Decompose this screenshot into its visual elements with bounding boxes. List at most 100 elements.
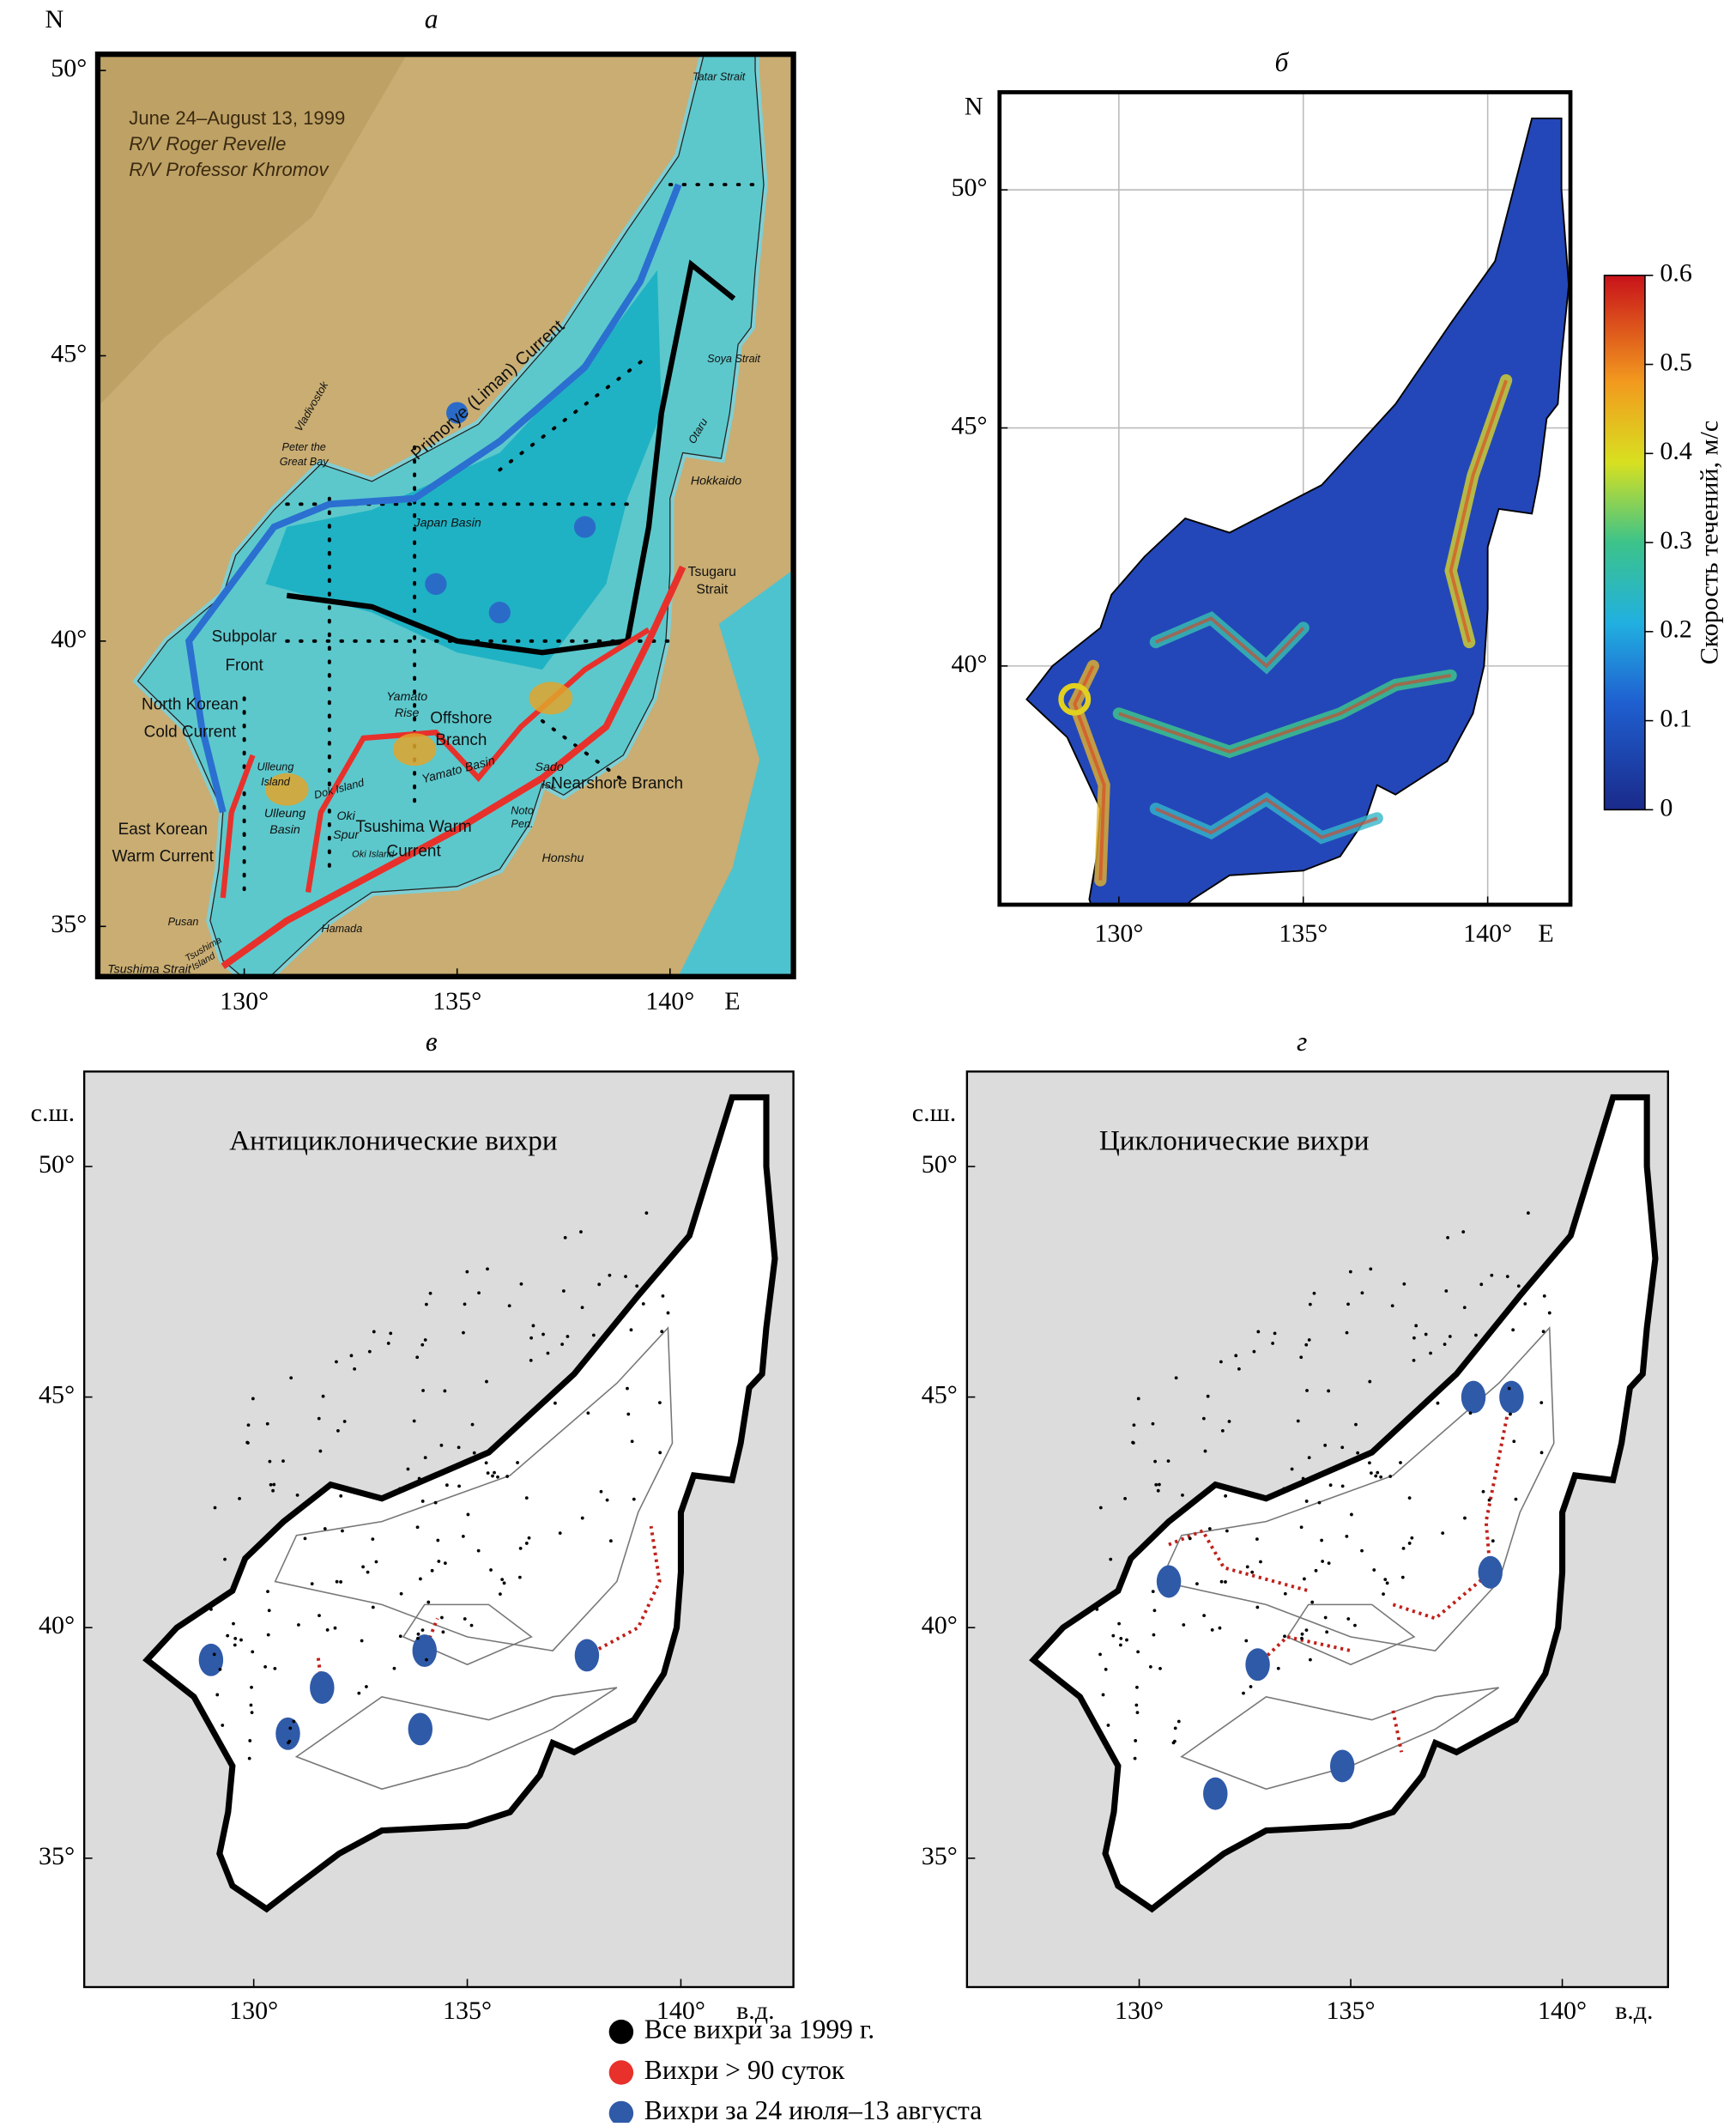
place-label: Tsushima Strait [107,963,192,977]
lat-tick-label: 35° [39,1842,75,1870]
eddy-point [1219,1360,1223,1364]
eddy-point [1283,1634,1286,1639]
place-label: Rise [395,706,420,720]
eddy-point [414,1482,419,1486]
eddy-point [273,1666,277,1670]
eddy-point [1207,1527,1212,1530]
eddy-point [1479,1282,1484,1287]
eddy-point [486,1267,489,1271]
eddy-point [1303,1577,1306,1581]
eddy-point [462,1330,465,1335]
place-label: Honshu [541,851,584,865]
eddy-point [416,1632,420,1636]
place-label: Oki [336,809,355,823]
eddy-point [269,1482,273,1487]
north-label: с.ш. [31,1099,75,1127]
eddy-point [1487,1498,1491,1502]
eddy-point [423,1456,427,1460]
sea [142,1094,778,1913]
eddy-point [1104,1667,1108,1671]
eddy-point [463,1617,467,1621]
basin [265,270,662,670]
eddy-cyclone [425,573,447,596]
eddy-point [1225,1529,1229,1533]
eddy-point [1173,1726,1177,1730]
eddy [275,1717,300,1750]
eddy-point [1123,1496,1127,1500]
eddy-point [500,1578,505,1582]
eddy-point [558,1531,562,1535]
eddy-point [1320,1538,1323,1542]
eddy-point [318,1614,321,1618]
colorbar-tick-label: 0.5 [1660,348,1692,376]
eddy-point [1356,1451,1360,1455]
lat-tick-label: 35° [922,1842,958,1870]
isobath [402,1603,533,1666]
eddy-point [341,1529,344,1533]
eddy-point [209,1607,213,1611]
eddy-point [608,1539,613,1543]
eddy-point [251,1397,255,1401]
current-band-core [1449,379,1509,643]
eddy-point [265,1421,269,1426]
eddy-point [1505,1275,1509,1279]
eddy-point [433,1500,438,1505]
eddy-point [1276,1666,1280,1670]
eddy-point [1463,1516,1467,1520]
place-label: Japan Basin [414,517,481,530]
lon-tick-label: 135° [443,1997,492,2025]
eddy-point [1360,1548,1364,1553]
eddy-point [1152,1609,1157,1613]
eddy-point [1424,1332,1428,1336]
lat-tick-label: 40° [39,1611,75,1639]
eddy-point [531,1324,535,1328]
eddy-point [1227,1420,1231,1423]
eddy-point [213,1506,217,1510]
eddy-point [1154,1482,1158,1487]
eddy-point [626,1412,631,1416]
eddy-point [1323,1443,1328,1447]
eddy-point [580,1306,584,1310]
eddy-point [1153,1459,1157,1463]
eddy-point [1328,1483,1333,1488]
eddy-point [1255,1537,1259,1542]
eddy-track [1256,1634,1352,1666]
lat-tick-label: 50° [922,1150,958,1179]
eddy-point [1368,1461,1371,1465]
eddy-point [1353,1623,1357,1627]
eddy-point [1136,1650,1140,1654]
eddy-point [641,1302,645,1306]
eddy-point [520,1418,524,1422]
eddy-point [250,1711,254,1715]
eddy-point [1174,1376,1178,1380]
eddy-point [428,1291,432,1295]
eddy-point [1309,1657,1312,1662]
eddy-point [223,1557,227,1561]
eddy-point [553,1401,557,1405]
eddy-point [1399,1461,1402,1464]
eddy-point [1448,1335,1452,1338]
eddy-point [591,1333,596,1337]
eddy-point [439,1443,444,1447]
cruise-text: R/V Professor Khromov [129,159,330,180]
eddy-point [1307,1338,1311,1342]
ekwc [220,754,256,899]
eddy-point [246,1423,251,1427]
eddy-point [295,1493,299,1497]
lon-tick-label: 135° [1279,919,1328,948]
eddy-point [1346,1302,1350,1306]
place-label: Warm Current [112,848,215,866]
current-band-core [1155,797,1378,839]
eddy-point [1119,1636,1123,1640]
panel-title: Антициклонические вихри [229,1125,557,1157]
eddy-point [1401,1546,1406,1550]
eddy-point [608,1273,612,1277]
place-label: Ulleung [257,761,294,773]
eddy-point [1539,1451,1544,1455]
eddy-point [661,1294,665,1298]
eddy-point [361,1565,365,1569]
eddy-point [353,1366,357,1371]
coast [136,54,765,977]
eddy [264,773,309,806]
eddy-point [250,1685,253,1689]
